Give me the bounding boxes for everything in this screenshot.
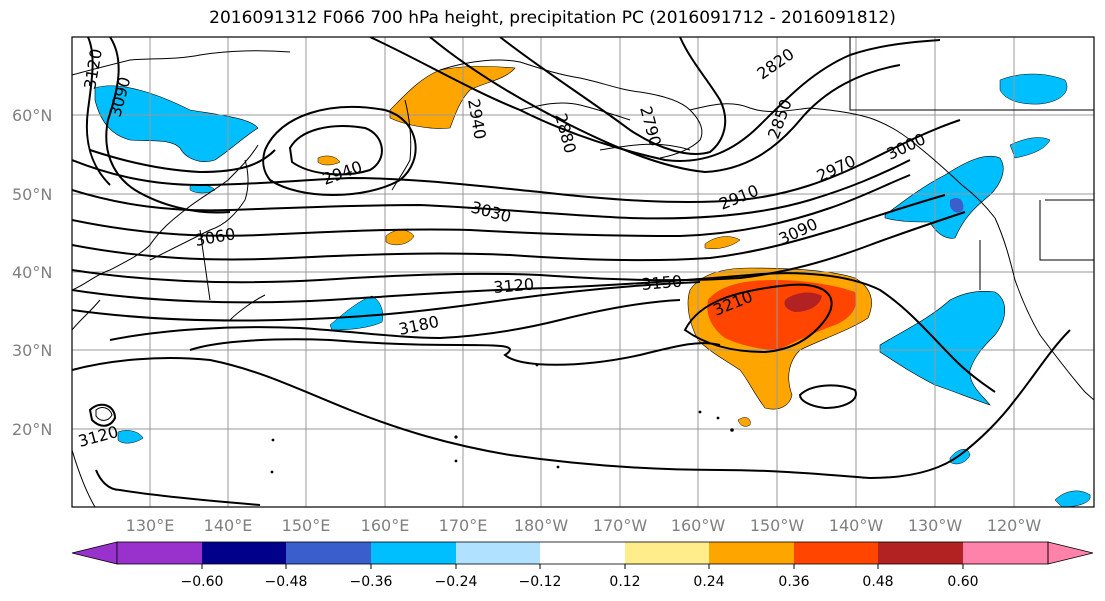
latitude-labels: 60°N 50°N 40°N 30°N 20°N	[12, 106, 52, 439]
lat-label-20n: 20°N	[12, 420, 52, 439]
colorbar-tick-label-2: −0.36	[350, 574, 393, 590]
lon-label-150w: 150°W	[750, 516, 805, 535]
lon-label-140w: 140°W	[829, 516, 884, 535]
colorbar-swatch-5	[540, 542, 625, 564]
lat-label-60n: 60°N	[12, 106, 52, 125]
colorbar-extend-min	[71, 541, 118, 565]
colorbar-extend-max	[1047, 541, 1094, 565]
contour-label-3120: 3120	[493, 275, 535, 297]
longitude-labels: 130°E 140°E 150°E 160°E 170°E 180°W 170°…	[126, 516, 1042, 535]
colorbar-swatch-8	[794, 542, 878, 564]
lon-label-170e: 170°E	[439, 516, 488, 535]
colorbar-swatch-4	[456, 542, 540, 564]
lon-label-130w: 130°W	[908, 516, 963, 535]
colorbar-tick-label-3: −0.24	[435, 574, 478, 590]
colorbar-swatch-6	[625, 542, 709, 564]
plot-border	[71, 36, 1095, 508]
colorbar-swatch-2	[286, 542, 371, 564]
colorbar-tick-label-0: −0.60	[181, 574, 224, 590]
colorbar-tick-label-6: 0.24	[693, 574, 724, 590]
positive-precip-shading	[317, 66, 872, 427]
colorbar: −0.60 −0.48 −0.36 −0.24 −0.12 0.12 0.24 …	[71, 541, 1094, 590]
colorbar-tick-label-8: 0.48	[862, 574, 893, 590]
colorbar-border	[116, 541, 1049, 565]
colorbar-tick-label-4: −0.12	[519, 574, 562, 590]
colorbar-swatch-0	[117, 542, 202, 564]
map-title: 2016091312 F066 700 hPa height, precipit…	[209, 8, 896, 28]
colorbar-tick-label-5: 0.12	[609, 574, 640, 590]
colorbar-swatch-10	[963, 542, 1048, 564]
lat-label-30n: 30°N	[12, 341, 52, 360]
colorbar-swatch-1	[202, 542, 286, 564]
lon-label-180w: 180°W	[514, 516, 569, 535]
colorbar-tick-label-7: 0.36	[778, 574, 809, 590]
colorbar-swatch-9	[878, 542, 963, 564]
height-contours	[72, 37, 1071, 506]
lon-label-150e: 150°E	[282, 516, 331, 535]
colorbar-swatch-3	[371, 542, 456, 564]
lon-label-130e: 130°E	[126, 516, 175, 535]
colorbar-swatch-7	[709, 542, 794, 564]
lon-label-160w: 160°W	[671, 516, 726, 535]
lon-label-160e: 160°E	[361, 516, 410, 535]
lat-label-40n: 40°N	[12, 263, 52, 282]
lat-label-50n: 50°N	[12, 185, 52, 204]
lon-label-140e: 140°E	[204, 516, 253, 535]
contour-label-3150: 3150	[641, 272, 683, 294]
colorbar-tick-label-1: −0.48	[265, 574, 308, 590]
lon-label-170w: 170°W	[593, 516, 648, 535]
colorbar-ticks	[201, 564, 964, 569]
lon-label-120w: 120°W	[987, 516, 1042, 535]
colorbar-tick-label-9: 0.60	[947, 574, 978, 590]
